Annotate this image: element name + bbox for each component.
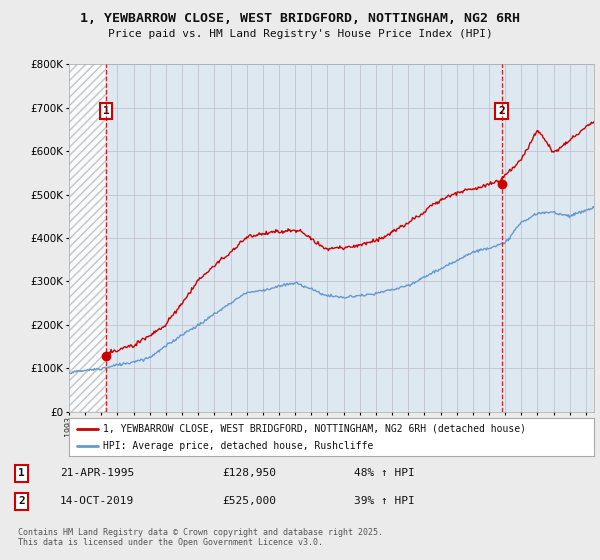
Text: 39% ↑ HPI: 39% ↑ HPI xyxy=(354,496,415,506)
Text: Price paid vs. HM Land Registry's House Price Index (HPI): Price paid vs. HM Land Registry's House … xyxy=(107,29,493,39)
Text: 1, YEWBARROW CLOSE, WEST BRIDGFORD, NOTTINGHAM, NG2 6RH (detached house): 1, YEWBARROW CLOSE, WEST BRIDGFORD, NOTT… xyxy=(103,423,526,433)
Bar xyxy=(69,64,106,412)
Text: Contains HM Land Registry data © Crown copyright and database right 2025.
This d: Contains HM Land Registry data © Crown c… xyxy=(18,528,383,547)
Text: 14-OCT-2019: 14-OCT-2019 xyxy=(60,496,134,506)
Text: 1: 1 xyxy=(18,468,25,478)
Text: 2: 2 xyxy=(498,106,505,116)
Text: HPI: Average price, detached house, Rushcliffe: HPI: Average price, detached house, Rush… xyxy=(103,441,373,451)
Text: 48% ↑ HPI: 48% ↑ HPI xyxy=(354,468,415,478)
Text: 1: 1 xyxy=(103,106,110,116)
Text: 1, YEWBARROW CLOSE, WEST BRIDGFORD, NOTTINGHAM, NG2 6RH: 1, YEWBARROW CLOSE, WEST BRIDGFORD, NOTT… xyxy=(80,12,520,25)
Text: 21-APR-1995: 21-APR-1995 xyxy=(60,468,134,478)
Text: 2: 2 xyxy=(18,496,25,506)
Text: £128,950: £128,950 xyxy=(222,468,276,478)
Text: £525,000: £525,000 xyxy=(222,496,276,506)
